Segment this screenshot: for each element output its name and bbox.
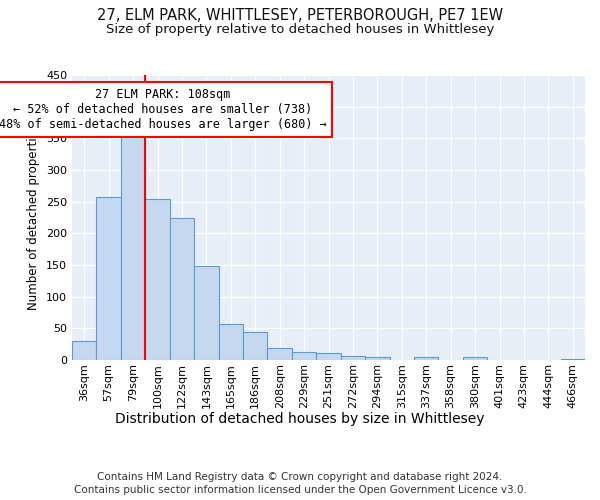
Bar [268, 348, 292, 360]
Bar [414, 357, 439, 360]
Bar [72, 341, 97, 360]
Bar [463, 358, 487, 360]
Bar [341, 356, 365, 360]
Bar [218, 324, 243, 360]
Bar [292, 352, 316, 360]
Bar [145, 198, 170, 360]
Bar [365, 357, 389, 360]
Bar [97, 196, 121, 360]
Bar [194, 266, 218, 360]
Bar [243, 332, 268, 360]
Text: 27 ELM PARK: 108sqm
← 52% of detached houses are smaller (738)
48% of semi-detac: 27 ELM PARK: 108sqm ← 52% of detached ho… [0, 88, 326, 130]
Bar [121, 130, 145, 360]
Text: Contains public sector information licensed under the Open Government Licence v3: Contains public sector information licen… [74, 485, 526, 495]
Text: Contains HM Land Registry data © Crown copyright and database right 2024.: Contains HM Land Registry data © Crown c… [97, 472, 503, 482]
Bar [316, 353, 341, 360]
Text: Distribution of detached houses by size in Whittlesey: Distribution of detached houses by size … [115, 412, 485, 426]
Text: 27, ELM PARK, WHITTLESEY, PETERBOROUGH, PE7 1EW: 27, ELM PARK, WHITTLESEY, PETERBOROUGH, … [97, 8, 503, 22]
Text: Size of property relative to detached houses in Whittlesey: Size of property relative to detached ho… [106, 22, 494, 36]
Bar [170, 218, 194, 360]
Y-axis label: Number of detached properties: Number of detached properties [28, 124, 40, 310]
